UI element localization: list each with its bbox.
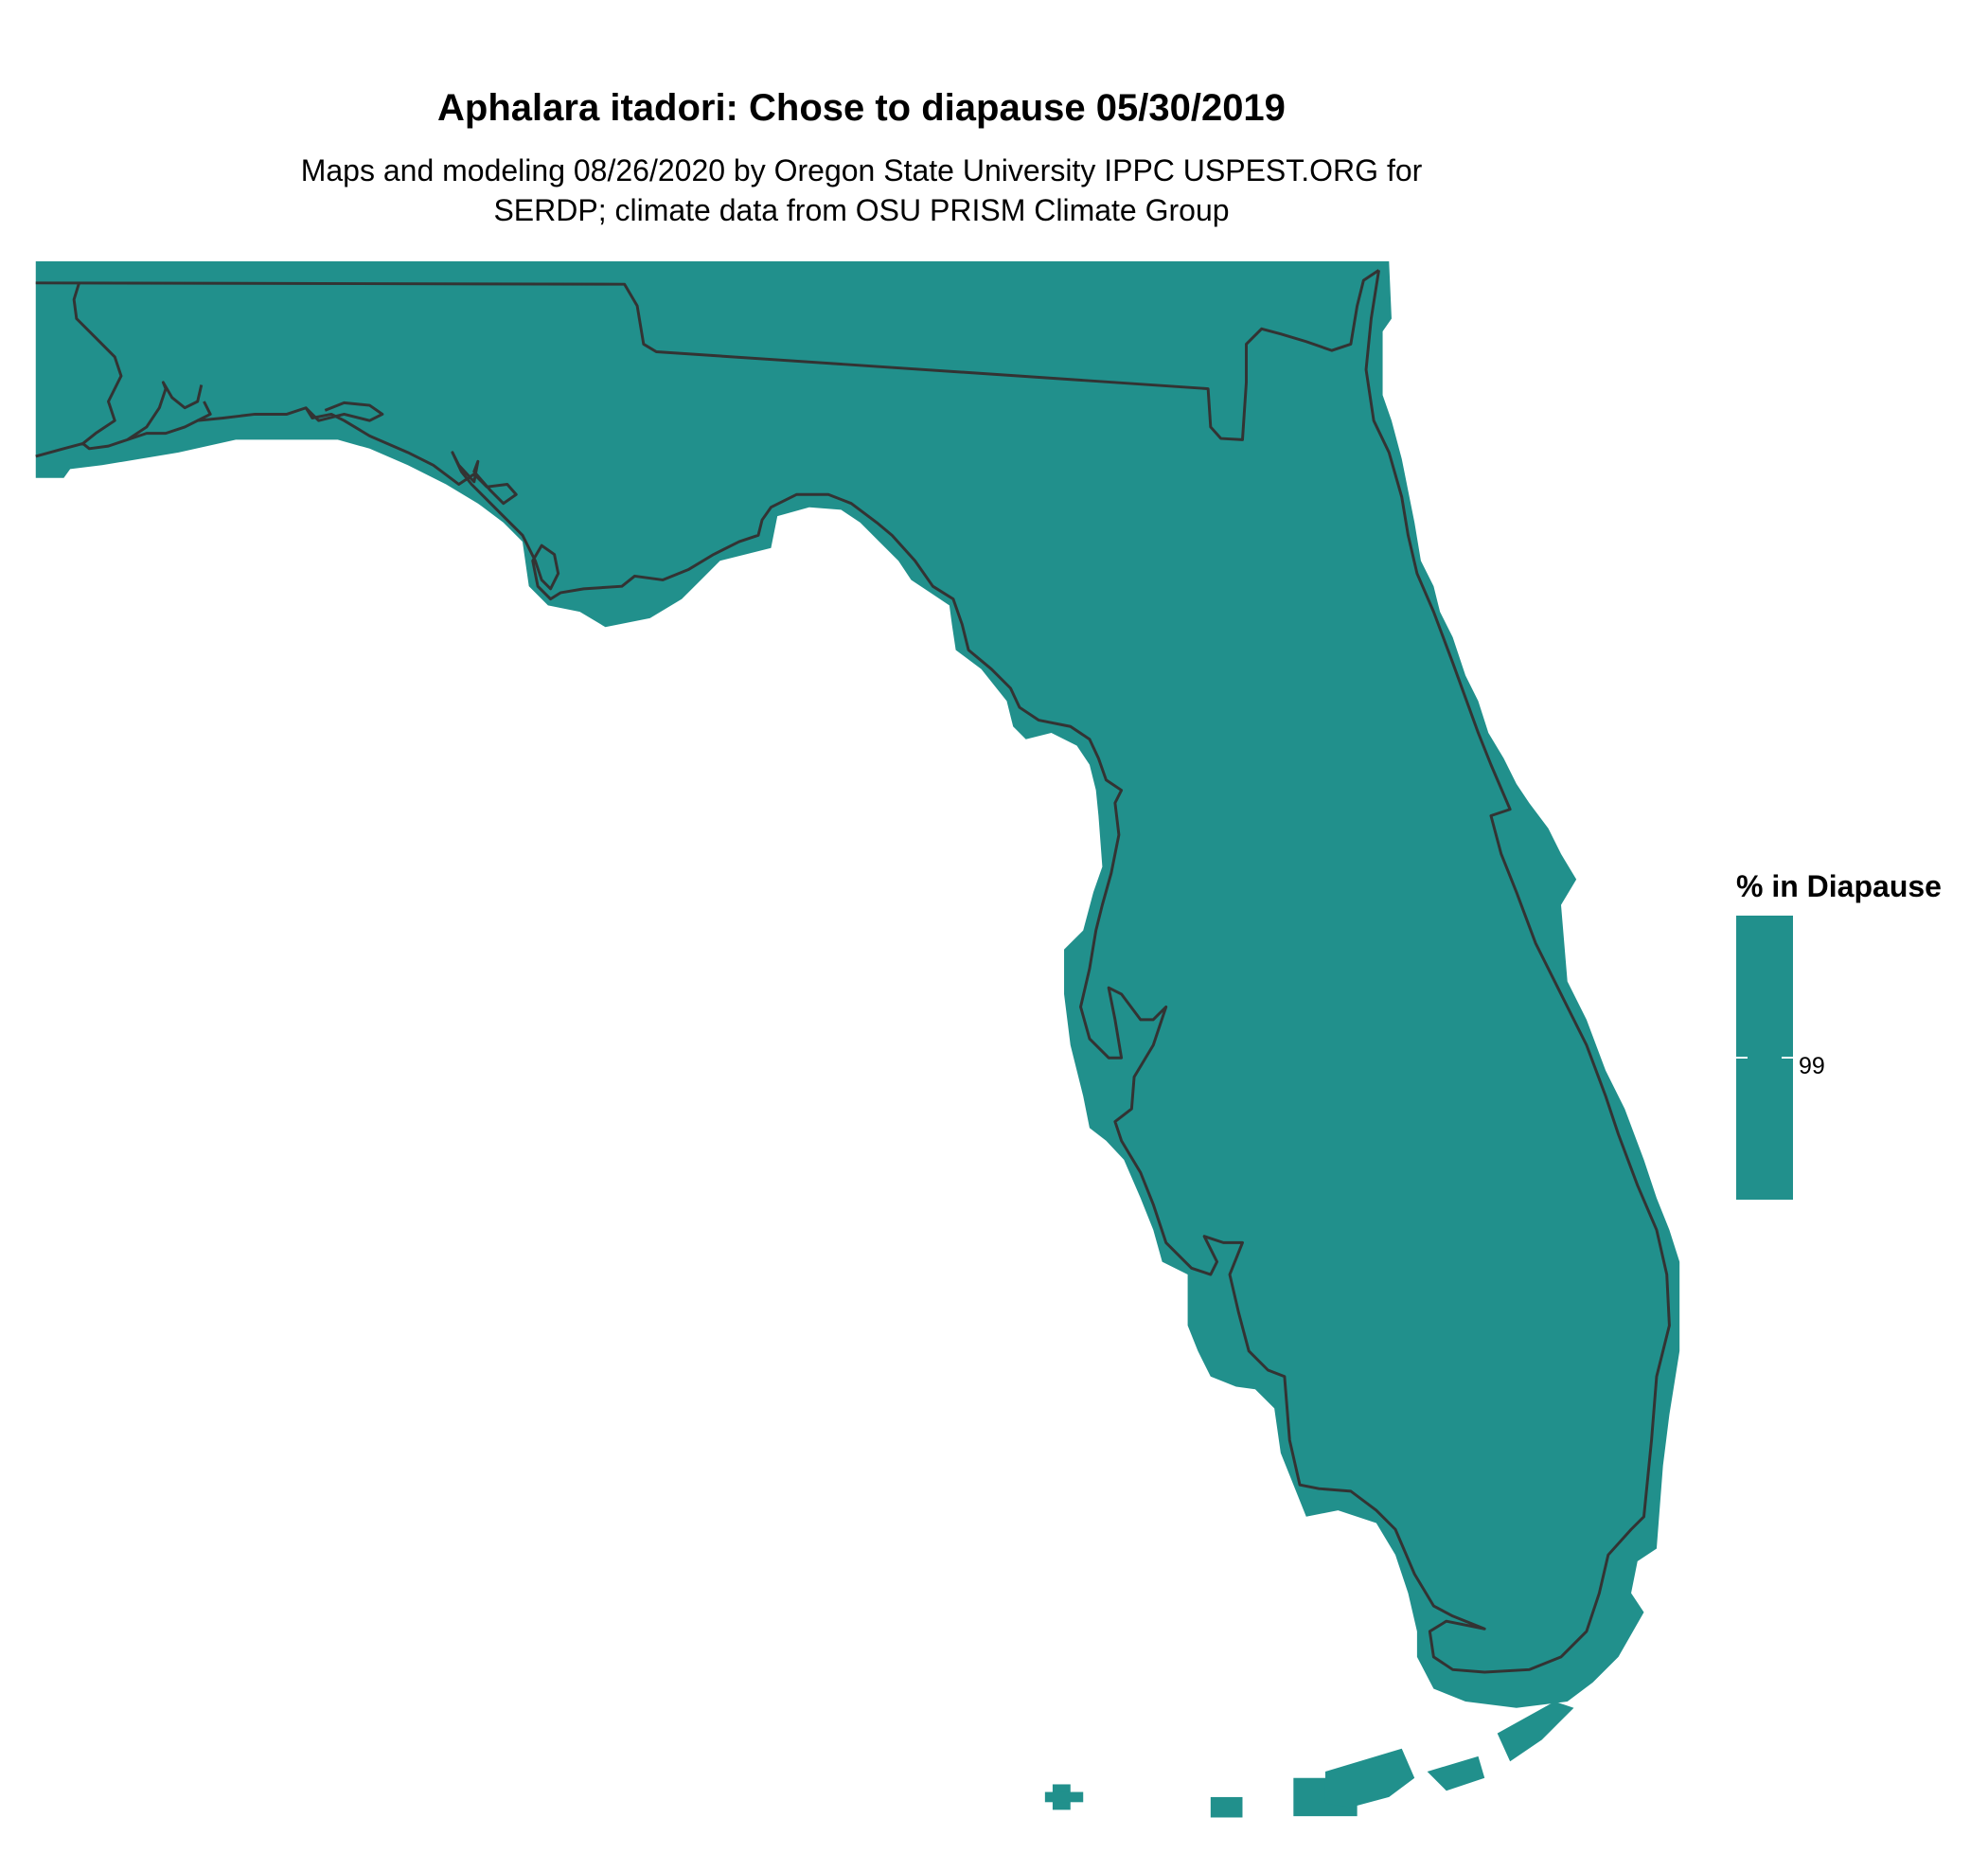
keys-islands	[1044, 1701, 1574, 1818]
panhandle-bays	[72, 282, 384, 445]
coastline-outline	[35, 270, 1671, 1674]
diapause-raster-florida	[35, 260, 1680, 1708]
legend-title: % in Diapause	[1736, 869, 1942, 903]
legend-label-99: 99	[1799, 1053, 1825, 1079]
legend-tick-right	[1782, 1057, 1793, 1059]
map-subtitle-line-2: SERDP; climate data from OSU PRISM Clima…	[493, 193, 1230, 227]
map-title: Aphalara itadori: Chose to diapause 05/3…	[437, 87, 1286, 129]
legend-tick-left	[1736, 1057, 1748, 1059]
state-boundary-line	[35, 269, 1380, 441]
map-subtitle-line-1: Maps and modeling 08/26/2020 by Oregon S…	[300, 153, 1423, 187]
